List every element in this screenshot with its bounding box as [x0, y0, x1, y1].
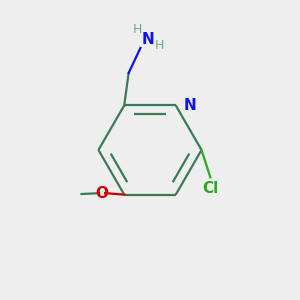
Text: O: O — [96, 186, 109, 201]
Text: N: N — [184, 98, 197, 113]
Text: N: N — [142, 32, 155, 47]
Text: Cl: Cl — [202, 181, 218, 196]
Text: H: H — [133, 22, 142, 36]
Text: H: H — [155, 39, 164, 52]
